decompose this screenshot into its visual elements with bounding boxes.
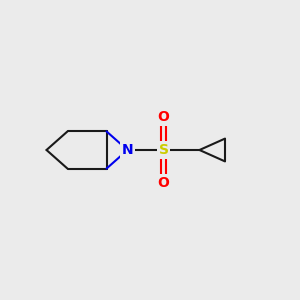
Text: S: S: [158, 143, 169, 157]
Text: N: N: [122, 143, 133, 157]
Text: O: O: [158, 110, 169, 124]
Text: O: O: [158, 176, 169, 190]
